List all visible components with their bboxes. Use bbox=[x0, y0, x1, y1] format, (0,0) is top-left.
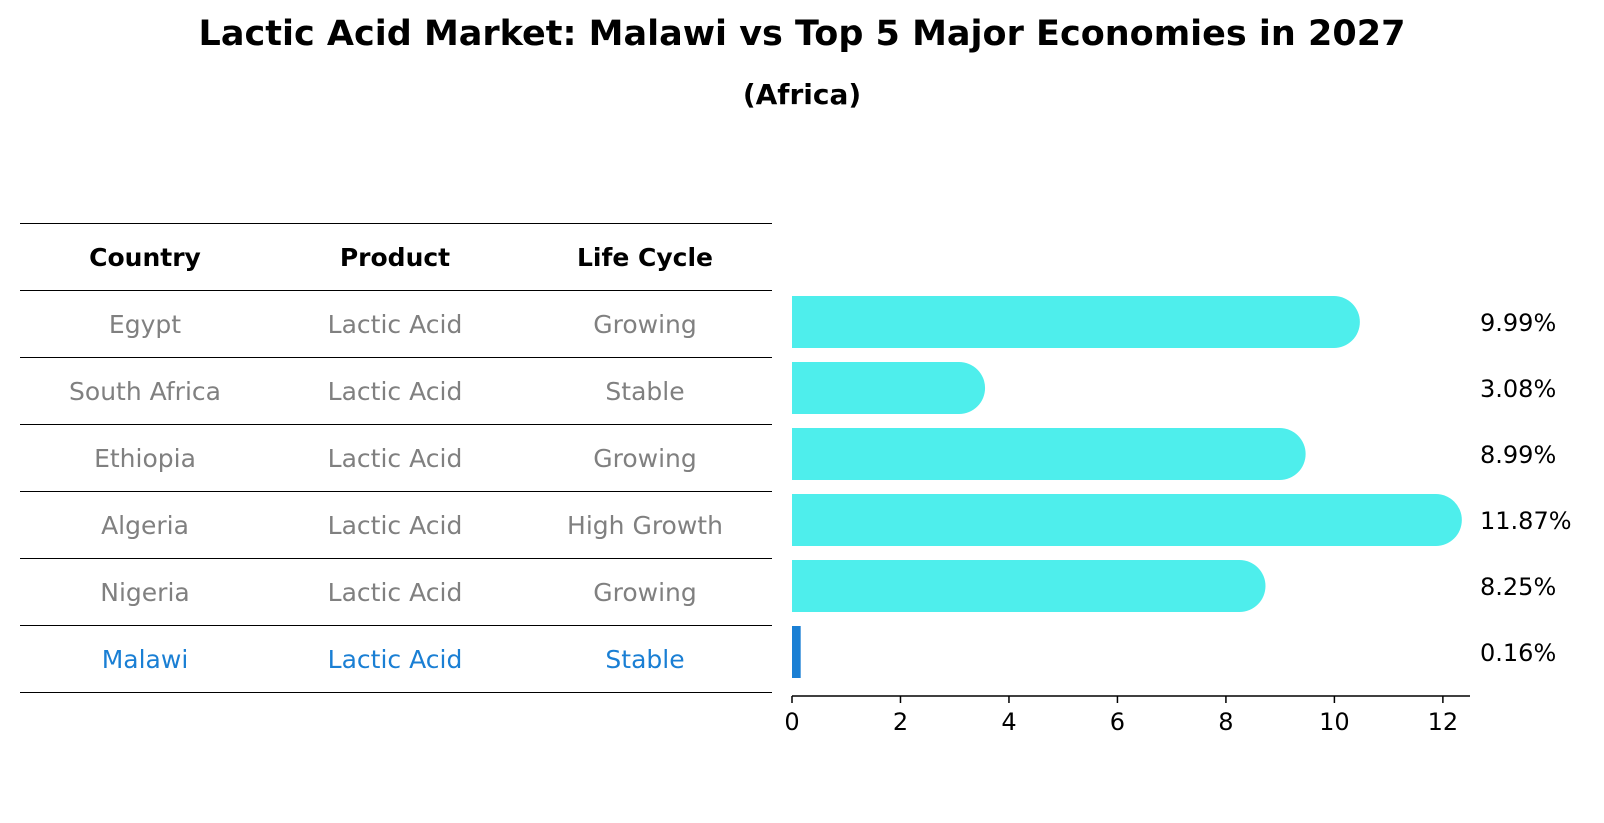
cell-product: Lactic Acid bbox=[327, 644, 463, 674]
cell-life-cycle: High Growth bbox=[567, 510, 723, 540]
table-row: Egypt Lactic Acid Growing bbox=[20, 291, 772, 358]
table-header-row: Country Product Life Cycle bbox=[20, 223, 772, 291]
cell-country: Nigeria bbox=[100, 577, 190, 607]
table-row: South Africa Lactic Acid Stable bbox=[20, 358, 772, 425]
cell-country: Malawi bbox=[101, 644, 189, 674]
chart-title: Lactic Acid Market: Malawi vs Top 5 Majo… bbox=[198, 14, 1406, 54]
bar-value-label: 3.08% bbox=[1480, 375, 1556, 403]
chart-subtitle: (Africa) bbox=[742, 78, 862, 111]
country-table: Country Product Life Cycle Egypt Lactic … bbox=[20, 223, 772, 693]
cell-country: Egypt bbox=[108, 309, 182, 339]
table-row: Nigeria Lactic Acid Growing bbox=[20, 559, 772, 626]
cell-life-cycle: Growing bbox=[593, 577, 697, 607]
x-tick-label: 0 bbox=[784, 708, 799, 736]
x-tick-label: 8 bbox=[1218, 708, 1233, 736]
bar bbox=[792, 494, 1462, 546]
cell-product: Lactic Acid bbox=[327, 510, 463, 540]
x-tick-label: 6 bbox=[1110, 708, 1125, 736]
cell-product: Lactic Acid bbox=[327, 376, 463, 406]
cell-life-cycle: Stable bbox=[605, 376, 685, 406]
cell-life-cycle: Growing bbox=[593, 443, 697, 473]
cell-product: Lactic Acid bbox=[327, 577, 463, 607]
x-tick-label: 10 bbox=[1319, 708, 1350, 736]
table-row-highlight: Malawi Lactic Acid Stable bbox=[20, 626, 772, 693]
x-tick-label: 4 bbox=[1001, 708, 1016, 736]
cell-life-cycle: Growing bbox=[593, 309, 697, 339]
table-row: Ethiopia Lactic Acid Growing bbox=[20, 425, 772, 492]
bar bbox=[792, 428, 1306, 480]
bar-value-label: 8.99% bbox=[1480, 441, 1556, 469]
cell-country: Ethiopia bbox=[94, 443, 196, 473]
bar bbox=[792, 296, 1360, 348]
header-life-cycle: Life Cycle bbox=[576, 242, 714, 272]
bar bbox=[792, 560, 1266, 612]
bar-value-label: 11.87% bbox=[1480, 507, 1572, 535]
bar-value-label: 8.25% bbox=[1480, 573, 1556, 601]
x-tick-label: 12 bbox=[1428, 708, 1459, 736]
table-row: Algeria Lactic Acid High Growth bbox=[20, 492, 772, 559]
x-tick-label: 2 bbox=[893, 708, 908, 736]
cell-life-cycle: Stable bbox=[605, 644, 685, 674]
cell-product: Lactic Acid bbox=[327, 443, 463, 473]
bar-value-label: 0.16% bbox=[1480, 639, 1556, 667]
bar bbox=[792, 626, 801, 678]
cell-product: Lactic Acid bbox=[327, 309, 463, 339]
header-product: Product bbox=[339, 242, 451, 272]
bar bbox=[792, 362, 986, 414]
cell-country: South Africa bbox=[69, 376, 221, 406]
header-country: Country bbox=[89, 242, 201, 272]
cell-country: Algeria bbox=[101, 510, 189, 540]
bar-value-label: 9.99% bbox=[1480, 309, 1556, 337]
